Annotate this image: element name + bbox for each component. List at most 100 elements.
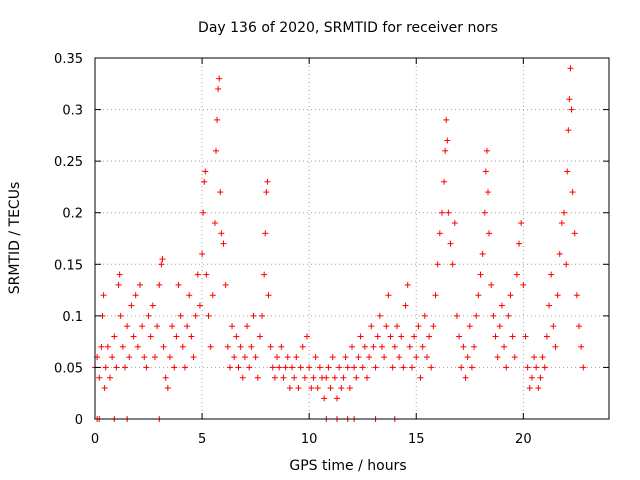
data-point	[224, 343, 231, 350]
data-point	[276, 364, 283, 371]
data-point	[393, 323, 400, 330]
data-point	[217, 189, 224, 196]
data-point	[566, 96, 573, 103]
data-point	[173, 333, 180, 340]
data-point	[289, 364, 296, 371]
data-point	[428, 364, 435, 371]
data-point	[102, 364, 109, 371]
data-point	[498, 302, 505, 309]
data-point	[486, 230, 493, 237]
data-point	[278, 343, 285, 350]
data-point	[331, 374, 338, 381]
data-point	[533, 364, 540, 371]
data-point	[501, 343, 508, 350]
data-point	[265, 292, 272, 299]
data-point	[147, 333, 154, 340]
data-point	[321, 395, 328, 402]
data-point	[370, 343, 377, 350]
data-point	[312, 354, 319, 361]
y-tick-label: 0.15	[54, 258, 83, 273]
data-point	[248, 343, 255, 350]
data-point	[98, 343, 105, 350]
data-point	[430, 323, 437, 330]
data-point	[503, 364, 510, 371]
data-point	[402, 302, 409, 309]
data-point	[561, 209, 568, 216]
data-point	[441, 178, 448, 185]
data-point	[445, 209, 452, 216]
data-point	[419, 343, 426, 350]
data-point	[473, 312, 480, 319]
data-point	[329, 354, 336, 361]
data-point	[406, 343, 413, 350]
y-tick-label: 0.3	[62, 104, 83, 119]
data-point	[413, 354, 420, 361]
data-point	[177, 312, 184, 319]
data-point	[573, 292, 580, 299]
plot-frame	[94, 57, 610, 420]
data-point	[526, 385, 533, 392]
data-point	[314, 385, 321, 392]
data-point	[490, 312, 497, 319]
data-point	[415, 323, 422, 330]
grid-lines	[95, 58, 609, 419]
data-point	[263, 189, 270, 196]
data-point	[209, 292, 216, 299]
data-point	[363, 374, 370, 381]
data-point	[537, 374, 544, 381]
data-point	[199, 250, 206, 257]
data-point	[241, 354, 248, 361]
data-point	[484, 189, 491, 196]
data-point	[164, 385, 171, 392]
data-point	[505, 312, 512, 319]
data-point	[244, 323, 251, 330]
data-point	[466, 323, 473, 330]
chart-title: Day 136 of 2020, SRMTID for receiver nor…	[198, 20, 498, 36]
data-point	[496, 323, 503, 330]
data-point	[316, 364, 323, 371]
y-tick-label: 0.05	[54, 361, 83, 376]
data-point	[578, 343, 585, 350]
data-point	[462, 374, 469, 381]
data-point	[432, 292, 439, 299]
data-point	[269, 364, 276, 371]
data-point	[250, 312, 257, 319]
data-point	[443, 116, 450, 123]
data-point	[385, 292, 392, 299]
data-point	[111, 333, 118, 340]
data-point	[368, 323, 375, 330]
data-point	[160, 343, 167, 350]
data-point	[301, 374, 308, 381]
data-point	[421, 312, 428, 319]
data-point	[349, 343, 355, 350]
x-tick-label: 5	[198, 432, 206, 447]
data-point	[541, 364, 548, 371]
data-point	[488, 281, 495, 288]
data-point	[426, 333, 433, 340]
data-point	[460, 343, 467, 350]
data-point	[346, 385, 353, 392]
data-point	[355, 354, 362, 361]
data-point	[271, 374, 278, 381]
data-point	[492, 333, 499, 340]
data-point	[117, 312, 124, 319]
data-point	[264, 178, 271, 185]
data-point	[190, 354, 197, 361]
data-point	[124, 323, 131, 330]
data-point	[481, 209, 488, 216]
data-point	[327, 385, 334, 392]
data-point	[569, 189, 576, 196]
data-point	[576, 323, 583, 330]
y-tick-label: 0.2	[62, 207, 83, 222]
data-point	[434, 261, 441, 268]
data-point	[215, 85, 222, 92]
data-point	[156, 281, 163, 288]
data-point	[468, 364, 475, 371]
data-point	[171, 364, 178, 371]
data-point	[308, 385, 315, 392]
data-point	[100, 292, 107, 299]
data-point	[254, 374, 261, 381]
data-point	[417, 374, 424, 381]
data-point	[361, 343, 368, 350]
data-point	[233, 333, 240, 340]
